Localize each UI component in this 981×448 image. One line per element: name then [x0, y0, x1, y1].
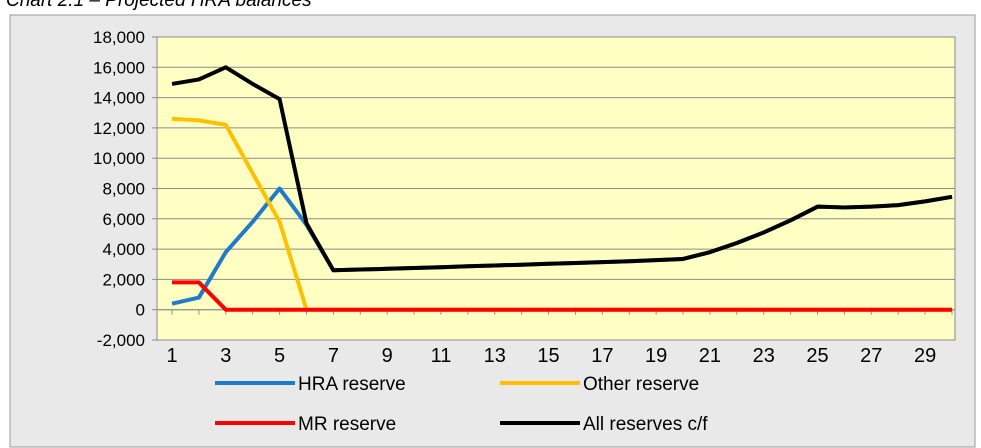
x-tick-label: 1: [166, 345, 177, 367]
x-tick-label: 19: [645, 345, 667, 367]
chart-title: Chart 2.1 – Projected HRA balances: [6, 0, 312, 11]
x-tick-label: 5: [274, 345, 285, 367]
x-tick-label: 13: [484, 345, 506, 367]
x-tick-label: 27: [860, 345, 882, 367]
y-tick-label: 0: [136, 301, 145, 320]
series-line: [171, 65, 953, 273]
y-tick-label: -2,000: [97, 331, 145, 350]
y-tick-label: 4,000: [102, 240, 145, 259]
x-tick-label: 9: [382, 345, 393, 367]
x-tick-label: 25: [806, 345, 828, 367]
y-tick-label: 12,000: [93, 119, 145, 138]
y-tick-label: 6,000: [102, 210, 145, 229]
x-tick-label: 15: [537, 345, 559, 367]
x-tick-label: 3: [220, 345, 231, 367]
legend-label: HRA reserve: [298, 374, 406, 395]
x-tick-label: 29: [914, 345, 936, 367]
legend-label: All reserves c/f: [583, 414, 708, 435]
y-tick-label: 2,000: [102, 270, 145, 289]
x-tick-label: 23: [753, 345, 775, 367]
x-tick-label: 17: [591, 345, 613, 367]
x-tick-label: 21: [699, 345, 721, 367]
y-tick-label: 18,000: [93, 28, 145, 47]
x-tick-label: 11: [431, 345, 452, 367]
x-tick-label: 7: [328, 345, 339, 367]
legend-label: Other reserve: [583, 374, 699, 395]
y-tick-label: 10,000: [93, 149, 145, 168]
legend-label: MR reserve: [298, 414, 396, 435]
y-tick-label: 16,000: [93, 58, 145, 77]
y-tick-label: 14,000: [93, 89, 145, 108]
series-line: [172, 280, 952, 312]
y-tick-label: 8,000: [102, 180, 145, 199]
